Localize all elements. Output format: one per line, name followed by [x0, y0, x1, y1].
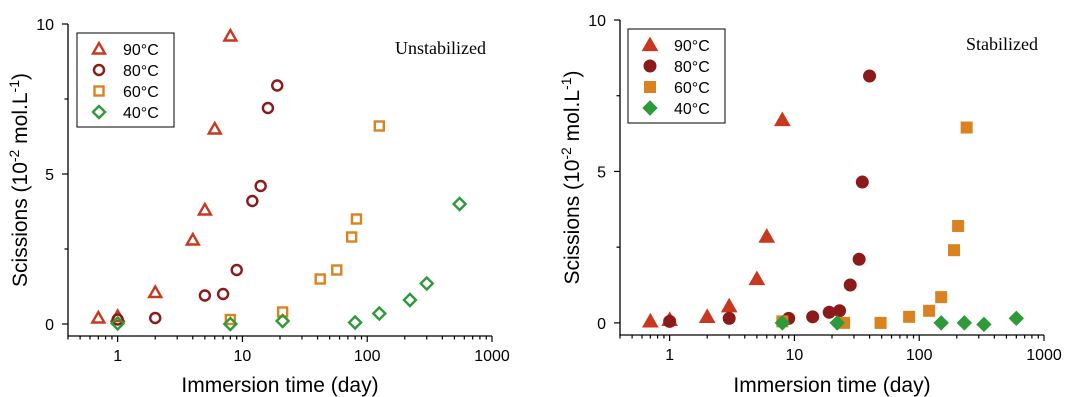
data-point [834, 305, 846, 317]
data-point [375, 122, 384, 131]
data-point [232, 265, 242, 275]
data-point [875, 317, 886, 328]
data-point [187, 234, 199, 245]
data-point [92, 312, 104, 323]
data-point [332, 266, 341, 275]
data-point [664, 315, 676, 327]
data-point [316, 275, 325, 284]
y-tick-label: 10 [588, 13, 606, 30]
y-tick-label: 5 [597, 164, 606, 181]
data-point [904, 311, 915, 322]
data-point [643, 314, 658, 327]
chart-stabilized: 1 10 100 1000 0 5 10 Immersion time (day) Scissi… [558, 13, 1062, 397]
y-tick-label: 10 [36, 17, 54, 34]
data-point [200, 291, 210, 301]
y-tick-label: 5 [45, 167, 54, 184]
chart-unstabilized: 1 10 100 1000 0 5 10 Immersion time (day) Scissi… [6, 17, 510, 397]
x-axis-label: Immersion time (day) [181, 374, 378, 397]
data-point [349, 317, 361, 329]
legend-label: 80°C [123, 63, 159, 80]
x-tick-label: 1000 [1026, 347, 1062, 364]
data-point [807, 311, 819, 323]
data-point [218, 289, 228, 299]
data-point [722, 299, 737, 312]
data-point [199, 204, 211, 215]
data-point [150, 313, 160, 323]
data-point [209, 123, 221, 134]
x-tick-label: 100 [906, 347, 933, 364]
data-point [934, 316, 948, 330]
data-point [949, 245, 960, 256]
series-60C [226, 122, 384, 325]
data-point [936, 292, 947, 303]
data-point [263, 103, 273, 113]
data-point [149, 287, 161, 298]
data-point [856, 176, 868, 188]
data-point [421, 278, 433, 290]
legend-label: 60°C [674, 80, 710, 97]
x-axis-label: Immersion time (day) [733, 374, 930, 397]
data-point [924, 305, 935, 316]
panel-title: Unstabilized [395, 38, 486, 58]
data-point [864, 70, 876, 82]
legend-label: 80°C [674, 59, 710, 76]
legend-label: 90°C [674, 38, 710, 55]
data-point [700, 309, 715, 322]
data-point [953, 220, 964, 231]
legend-marker [645, 82, 656, 93]
data-point [844, 279, 856, 291]
x-tick-label: 10 [234, 348, 252, 365]
y-tick-label: 0 [45, 317, 54, 334]
data-point [957, 316, 971, 330]
legend-marker [644, 60, 656, 72]
data-point [853, 253, 865, 265]
data-point [723, 312, 735, 324]
y-axis-label: Scissions (10-2 mol.L-1) [6, 73, 32, 287]
panel-title: Stabilized [966, 34, 1038, 54]
legend-label: 40°C [674, 101, 710, 118]
series-40C [112, 198, 466, 330]
y-axis-label: Scissions (10-2 mol.L-1) [558, 71, 584, 285]
x-tick-label: 10 [786, 347, 804, 364]
data-point [247, 196, 257, 206]
y-tick-label: 0 [597, 316, 606, 333]
data-point [759, 229, 774, 242]
x-tick-label: 1000 [474, 348, 510, 365]
legend-label: 60°C [123, 84, 159, 101]
legend: 90°C 80°C 60°C 40°C [628, 29, 725, 123]
legend: 90°C 80°C 60°C 40°C [77, 33, 174, 127]
data-point [256, 181, 266, 191]
data-point [373, 308, 385, 320]
data-point [749, 271, 764, 284]
x-tick-label: 1 [113, 348, 122, 365]
legend-label: 90°C [123, 42, 159, 59]
series-90C [643, 112, 790, 327]
data-point [347, 233, 356, 242]
x-tick-label: 1 [665, 347, 674, 364]
data-point [352, 215, 361, 224]
data-point [224, 30, 236, 41]
series-60C [777, 122, 972, 328]
data-point [404, 294, 416, 306]
data-point [454, 198, 466, 210]
data-point [961, 122, 972, 133]
data-point [272, 81, 282, 91]
data-point [775, 112, 790, 125]
legend-label: 40°C [123, 105, 159, 122]
x-tick-label: 100 [354, 348, 381, 365]
data-point [977, 317, 991, 331]
data-point [1009, 311, 1023, 325]
